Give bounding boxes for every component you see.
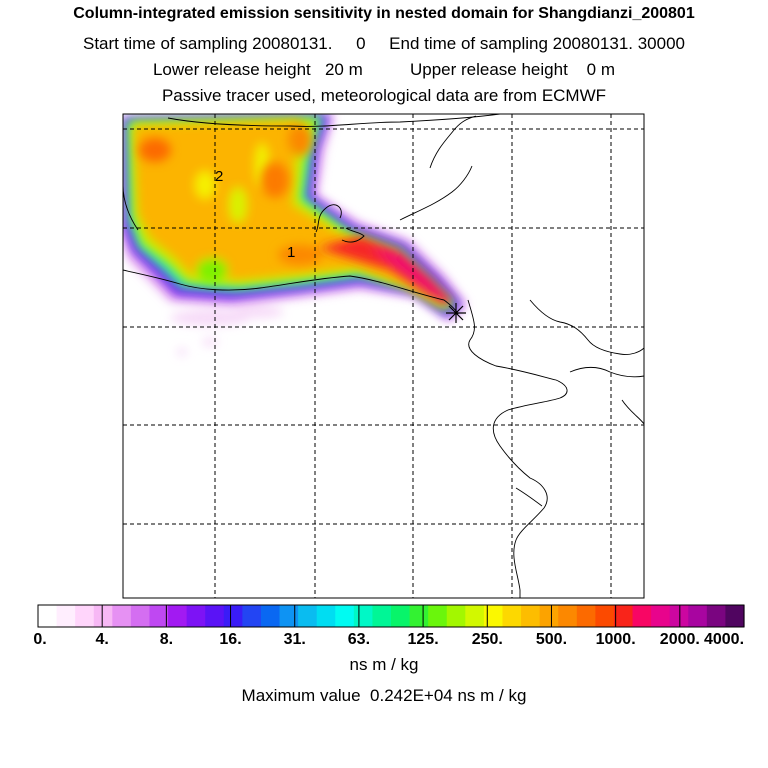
colorbar-swatch [632, 605, 652, 627]
colorbar-swatch [186, 605, 206, 627]
colorbar-swatch [372, 605, 392, 627]
colorbar-tick-label: 63. [347, 631, 371, 648]
tracer-info-line: Passive tracer used, meteorological data… [161, 86, 607, 105]
colorbar-swatch [130, 605, 151, 627]
colorbar-swatch [56, 605, 76, 627]
colorbar-swatch [149, 605, 169, 627]
colorbar-swatch [223, 605, 243, 627]
release-height-line: Lower release height 20 m Upper release … [152, 60, 616, 79]
colorbar-swatch [242, 605, 262, 627]
sampling-time-line: Start time of sampling 20080131. 0 End t… [83, 34, 685, 53]
colorbar-swatch [688, 605, 708, 627]
plot-title: Column-integrated emission sensitivity i… [73, 5, 695, 22]
colorbar-swatch [168, 605, 188, 627]
map-frame [122, 113, 645, 599]
colorbar-swatch [502, 605, 522, 627]
release-site-star-icon [446, 303, 466, 323]
colorbar-tick-label: 1000. [595, 631, 636, 648]
colorbar-swatch [38, 605, 58, 627]
colorbar-swatch [613, 605, 634, 627]
colorbar-swatch [706, 605, 727, 627]
colorbar-swatch [353, 605, 374, 627]
colorbar-swatch [428, 605, 448, 627]
colorbar-swatch [298, 605, 318, 627]
colorbar-swatch [539, 605, 559, 627]
colorbar-swatch [335, 605, 355, 627]
colorbar-tick-label: 31. [283, 631, 306, 648]
colorbar-swatch [409, 605, 429, 627]
maximum-value-text: Maximum value 0.242E+04 ns m / kg [241, 686, 527, 705]
colorbar-swatch [725, 605, 745, 627]
colorbar-tick-label: 4. [95, 631, 109, 648]
colorbar-swatch [483, 605, 504, 627]
colorbar-swatch [391, 605, 411, 627]
colorbar-tick-label: 0. [33, 631, 47, 648]
colorbar-swatch [651, 605, 671, 627]
colorbar-tick-label: 2000. [659, 631, 700, 648]
colorbar-swatch [205, 605, 225, 627]
colorbar-tick-label: 500. [535, 631, 568, 648]
colorbar-swatch [465, 605, 485, 627]
colorbar-swatch [595, 605, 615, 627]
colorbar-swatch [93, 605, 113, 627]
colorbar-swatch [316, 605, 336, 627]
colorbar-tick-label: 250. [471, 631, 503, 648]
colorbar-tick-label: 125. [407, 631, 439, 648]
colorbar-swatch [279, 605, 299, 627]
colorbar-swatch [75, 605, 95, 627]
colorbar-swatch [576, 605, 596, 627]
colorbar-swatch [558, 605, 578, 627]
colorbar-swatch [112, 605, 132, 627]
colorbar-swatch [521, 605, 541, 627]
contour-label-2: 2 [215, 168, 223, 185]
colorbar-tick-label: 16. [219, 631, 242, 648]
sensitivity-plume [123, 114, 644, 598]
graticule-lines [123, 114, 644, 598]
coastlines [123, 114, 644, 598]
colorbar-units: ns m / kg [349, 655, 419, 674]
colorbar-tick-label: 4000. [703, 631, 745, 648]
colorbar-tick-label: 8. [159, 631, 174, 648]
colorbar-swatch [260, 605, 281, 627]
contour-label-1: 1 [287, 244, 295, 261]
colorbar-swatch [446, 605, 466, 627]
colorbar-swatch [669, 605, 689, 627]
